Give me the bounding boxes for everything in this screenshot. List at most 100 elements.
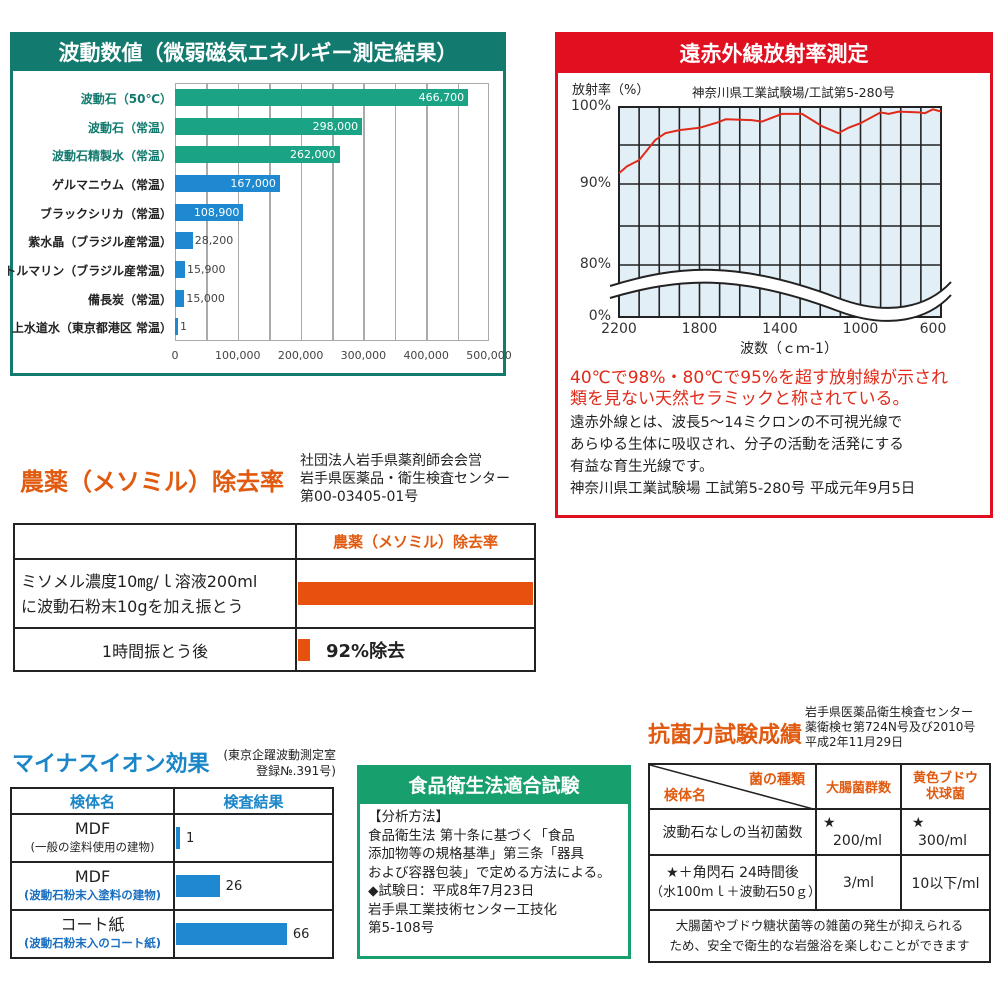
pest-table: 農薬（メソミル）除去率 ミソメル濃度10㎎/ｌ溶液200ml に波動石粉末10gを… (13, 523, 536, 672)
food-panel: 食品衛生法適合試験 【分析方法】食品衛生法 第十条に基づく「食品 添加物等の規格基… (357, 765, 631, 959)
far-line-chart (609, 106, 952, 322)
far-title: 遠赤外線放射率測定 (558, 35, 990, 73)
anti-r2-c2: 10以下/ml (900, 854, 991, 911)
x-tick-label: 600 (919, 321, 947, 337)
far-body: 遠赤外線とは、波長5～14ミクロンの不可視光線で あらゆる生体に吸収され、分子の… (570, 412, 915, 500)
category-label: ブラックシリカ（常温） (39, 206, 172, 221)
y-tick-label: 100% (570, 98, 611, 114)
bar (175, 117, 363, 135)
anti-title: 抗菌力試験成績 (648, 723, 803, 748)
source-line: 岩手県医薬品衛生検査センター (805, 705, 974, 719)
x-tick-label: 300,000 (340, 349, 387, 362)
gridline (394, 83, 397, 341)
food-line: ◆試験日：平成8年7月23日 (368, 883, 535, 899)
pest-title: 農薬（メソミル）除去率 (20, 468, 284, 496)
source-line: 岩手県医薬品・衛生検査センター (300, 471, 510, 487)
bar (175, 232, 193, 250)
axis-break-line (609, 281, 952, 322)
body-line: 遠赤外線とは、波長5～14ミクロンの不可視光線で (570, 415, 903, 431)
food-line: 岩手県工業技術センター工技化 (368, 901, 557, 918)
r2-sub: （水100mｌ＋波動石50ｇ） (650, 884, 822, 900)
source-line: 第00-03405-01号 (300, 489, 419, 505)
y-tick-label: 80% (579, 256, 611, 272)
category-label: 上水道水（東京都港区 常温） (11, 321, 172, 336)
note-line: 大腸菌やブドウ糖状菌等の雑菌の発生が抑えられる (675, 918, 964, 933)
x-tick-label: 1400 (762, 321, 798, 337)
wave-bar-chart: 0 100,000 200,000 300,000 400,000 500,000 波動石（… (4, 71, 512, 373)
anti-r1-c2: 300/ml (918, 833, 967, 849)
bar (175, 203, 244, 221)
x-tick-label: 100,000 (215, 349, 261, 362)
pest-result: 92%除去 (326, 640, 406, 662)
y-tick-label: 90% (579, 175, 611, 191)
pest-source: 社団法人岩手県薬剤師会会営 岩手県医薬品・衛生検査センター 第00-03405-… (300, 452, 510, 506)
table-row: MDF (一般の塗料使用の建物) 1 (10, 813, 334, 863)
ion-header-result: 検査結果 (173, 787, 334, 815)
ion-title: マイナスイオン効果 (12, 752, 210, 777)
body-line: あらゆる生体に吸収され、分子の活動を活発にする (570, 437, 904, 453)
h-line: 状球菌 (925, 786, 965, 802)
category-label: 波動石（常温） (87, 120, 172, 135)
anti-r1-c1: 200/ml (833, 833, 882, 849)
food-line: 【分析方法】 (368, 809, 449, 825)
value-label: 466,700 (418, 90, 465, 104)
pest-condition: ミソメル濃度10㎎/ｌ溶液200ml に波動石粉末10gを加え振とう (13, 558, 297, 629)
pest-before-bar (298, 582, 533, 605)
x-tick-label: 200,000 (277, 349, 324, 362)
note-line: ため、安全で衛生的な岩盤浴を楽しむことができます (669, 938, 970, 953)
emissivity-line (618, 108, 942, 174)
body-line: 有益な育生光線です。 (570, 459, 714, 475)
note-line: (東京企躍波動測定室 (223, 748, 336, 762)
food-line: 第5-108号 (368, 920, 435, 936)
r2-line: ★＋角閃石 24時間後 (666, 864, 799, 881)
ion-header-name: 検体名 (10, 787, 175, 815)
gridline (457, 83, 460, 341)
table-row: コート紙 (波動石粉末入のコート紙) 66 (10, 909, 334, 959)
anti-table: 菌の種類 検体名 大腸菌群数 黄色ブドウ 状球菌 波動石なしの当初菌数 ★ 200/… (648, 763, 991, 963)
x-tick-label: 0 (171, 349, 179, 362)
result-value: 66 (292, 926, 310, 942)
gridline (363, 83, 365, 341)
bar (175, 260, 185, 278)
body-line: 神奈川県工業試験場 工試第5-280号 平成元年9月5日 (570, 481, 916, 497)
note-line: 登録№.391号) (256, 764, 336, 778)
source-line: 社団法人岩手県薬剤師会会営 (300, 453, 482, 469)
pest-after-bar (298, 638, 310, 661)
axis-break-line (609, 268, 952, 309)
sample-sub: (波動石粉末入塗料の建物) (23, 888, 161, 902)
gridline (426, 83, 428, 341)
category-label: 波動石精製水（常温） (51, 149, 172, 164)
gridline (269, 83, 271, 341)
category-label: トルマリン（ブラジル産常温） (4, 263, 172, 278)
y-tick-label: 0% (588, 308, 611, 324)
anti-source: 岩手県医薬品衛生検査センター 薬衛検セ第724N号及び2010号 平成2年11月29… (805, 705, 975, 750)
pest-after-label: 1時間振とう後 (13, 627, 297, 672)
wave-title: 波動数値（微弱磁気エネルギー測定結果） (13, 35, 503, 71)
table-row: MDF (波動石粉末入塗料の建物) 26 (10, 861, 334, 911)
bar (175, 88, 469, 106)
anti-r1-name: 波動石なしの当初菌数 (648, 808, 817, 856)
ion-table: 検体名 検査結果 MDF (一般の塗料使用の建物) 1 MDF (波動石粉末入塗料の建物)… (10, 787, 334, 959)
value-label: 108,900 (193, 205, 240, 219)
source-line: 平成2年11月29日 (805, 735, 904, 749)
value-label: 298,000 (312, 119, 359, 133)
category-label: 備長炭（常温） (87, 292, 172, 307)
food-title: 食品衛生法適合試験 (360, 768, 628, 804)
h-line: 黄色ブドウ (912, 770, 978, 786)
x-axis-label: 波数（ｃｍ-1） (740, 341, 838, 357)
bar (175, 146, 340, 164)
category-label: 紫水晶（ブラジル産常温） (28, 235, 172, 250)
far-source: 神奈川県工業試験場/工試第5-280号 (692, 85, 896, 100)
anti-h-type: 菌の種類 (749, 772, 805, 788)
anti-r2-c1: 3/ml (815, 854, 902, 911)
far-infrared-panel: 遠赤外線放射率測定 放射率（%） 神奈川県工業試験場/工試第5-280号 40℃… (555, 32, 993, 518)
x-tick-label: 2200 (601, 321, 637, 337)
x-tick-label: 1000 (842, 321, 879, 337)
source-line: 薬衛検セ第724N号及び2010号 (805, 720, 976, 734)
food-line: 食品衛生法 第十条に基づく「食品 (368, 827, 575, 844)
food-line: 添加物等の規格基準」第三条「器具 (368, 846, 584, 862)
bar (175, 174, 280, 192)
condition-line: に波動石粉末10gを加え振とう (21, 596, 244, 616)
result-value: 26 (225, 878, 243, 894)
x-tick-label: 400,000 (403, 349, 449, 362)
